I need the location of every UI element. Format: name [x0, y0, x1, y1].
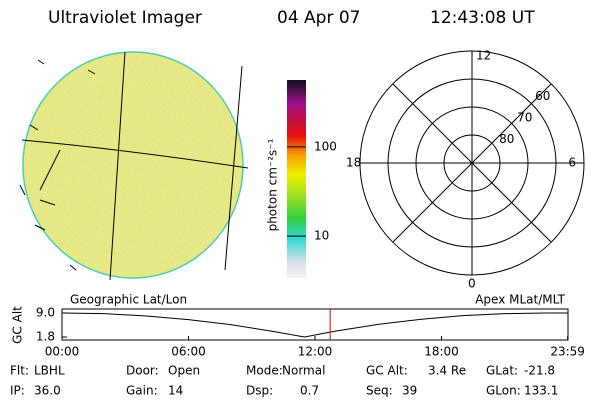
x-tick-label: 23:59: [550, 345, 585, 359]
mlt-label: 18: [346, 156, 361, 170]
y-tick-label: 9.0: [36, 306, 55, 320]
date: 04 Apr 07: [277, 8, 360, 28]
mlt-label: 0: [468, 277, 476, 291]
info-value: 39: [402, 384, 417, 398]
info-value: LBHL: [34, 364, 65, 378]
title: Ultraviolet Imager: [48, 8, 202, 28]
info-value: Normal: [282, 364, 325, 378]
y-label: GC Alt: [11, 306, 25, 344]
note: Apex MLat/MLT: [475, 293, 565, 307]
ring-label: 60: [535, 89, 550, 103]
time: 12:43:08 UT: [430, 8, 535, 28]
tick-label: 100: [314, 139, 337, 153]
info-label: GC Alt:: [366, 364, 408, 378]
ring-label: 70: [517, 110, 532, 124]
info-label: Dsp:: [246, 384, 273, 398]
ring: [387, 78, 557, 248]
tick-label: 10: [314, 229, 329, 243]
y-tick-label: 1.8: [36, 330, 55, 344]
info-label: Door:: [126, 364, 159, 378]
note: Geographic Lat/Lon: [70, 293, 187, 307]
info-label: GLon:: [486, 384, 521, 398]
x-tick-label: 18:00: [424, 345, 459, 359]
x-tick-label: 00:00: [45, 345, 80, 359]
info-label: Seq:: [366, 384, 393, 398]
info-label: GLat:: [486, 364, 518, 378]
info-value: 3.4 Re: [428, 364, 466, 378]
info-value: 0.7: [300, 384, 319, 398]
info-label: Mode:: [246, 364, 283, 378]
polar-frame: [359, 50, 585, 276]
info-value: Open: [168, 364, 200, 378]
info-value: -21.8: [524, 364, 555, 378]
mlt-label: 12: [476, 49, 491, 63]
mlt-label: 6: [568, 156, 576, 170]
info-value: 14: [168, 384, 183, 398]
colorbar: [287, 80, 306, 278]
x-tick-label: 12:00: [298, 345, 333, 359]
x-tick-label: 06:00: [171, 345, 206, 359]
altitude-line: [61, 312, 568, 338]
ring: [443, 134, 501, 192]
info-value: 36.0: [34, 384, 61, 398]
ring: [415, 106, 529, 220]
ring-label: 80: [499, 132, 514, 146]
info-label: Gain:: [126, 384, 158, 398]
info-value: 133.1: [524, 384, 558, 398]
info-label: Flt:: [10, 364, 29, 378]
info-label: IP:: [10, 384, 25, 398]
earth-image: [19, 51, 249, 281]
colorbar-label: photon cm⁻²s⁻¹: [266, 138, 280, 231]
